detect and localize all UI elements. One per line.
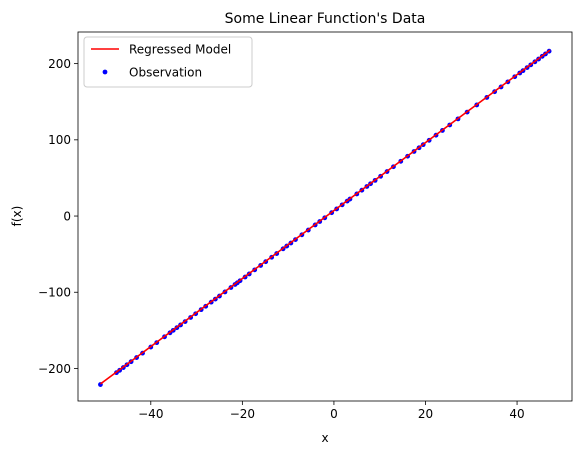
y-tick-label: 100 bbox=[48, 133, 71, 147]
x-tick-label: −20 bbox=[230, 407, 255, 421]
legend-label-observation: Observation bbox=[129, 66, 202, 80]
x-tick-label: 20 bbox=[418, 407, 433, 421]
plot-frame bbox=[77, 31, 573, 402]
y-tick-label: 0 bbox=[63, 209, 71, 223]
plot-area bbox=[98, 48, 552, 387]
y-tick-label: 200 bbox=[48, 57, 71, 71]
legend-marker-swatch bbox=[102, 69, 108, 75]
x-axis-label: x bbox=[321, 431, 328, 445]
x-tick-label: −40 bbox=[138, 407, 163, 421]
y-axis-label: f(x) bbox=[10, 206, 24, 227]
y-tick-label: −200 bbox=[38, 362, 71, 376]
y-tick-label: −100 bbox=[38, 286, 71, 300]
legend: Regressed Model Observation bbox=[83, 36, 253, 88]
x-tick-label: 0 bbox=[330, 407, 338, 421]
chart-title: Some Linear Function's Data bbox=[225, 11, 426, 27]
x-tick-label: 40 bbox=[509, 407, 524, 421]
legend-frame bbox=[83, 36, 253, 88]
legend-label-regressed-model: Regressed Model bbox=[129, 43, 231, 57]
regressed-model-line bbox=[99, 49, 551, 385]
